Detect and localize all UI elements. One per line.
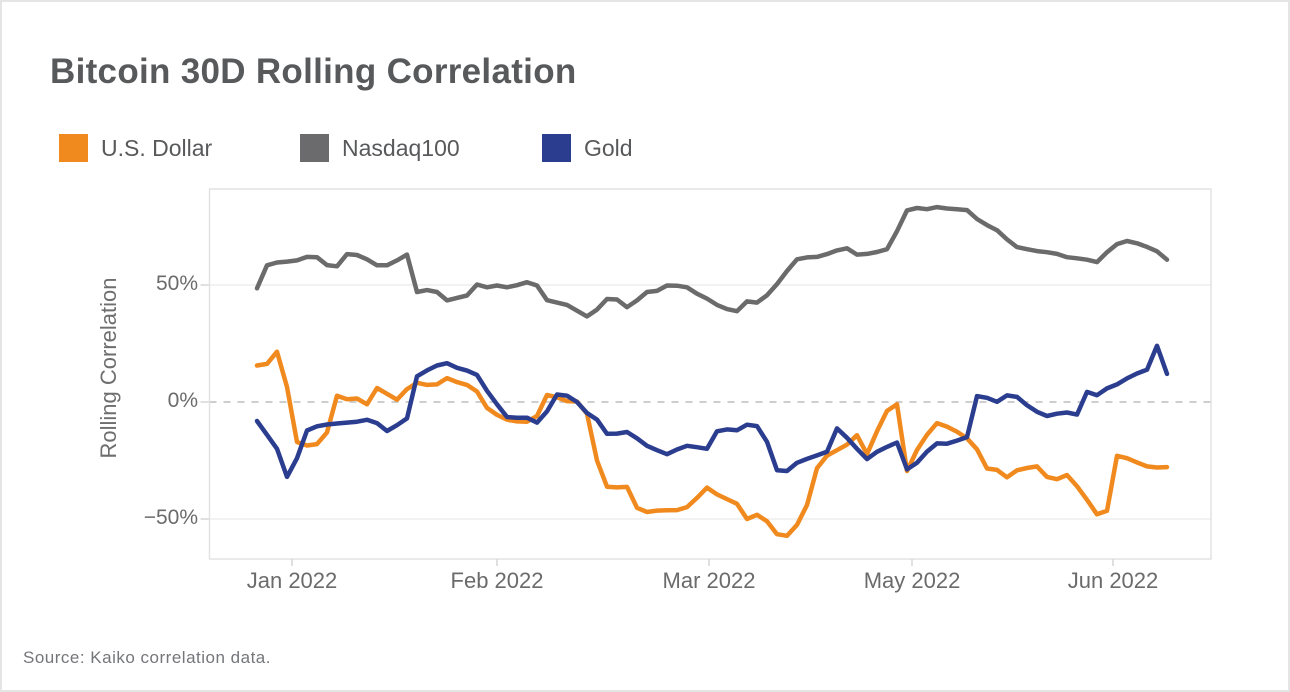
y-tick-label: 50% — [155, 272, 198, 295]
x-tick-label: May 2022 — [863, 568, 961, 593]
series-line-gold — [254, 343, 1170, 480]
series-line-nasdaq100 — [254, 204, 1170, 319]
series-line-u-s-dollar — [254, 349, 1170, 539]
legend-label: U.S. Dollar — [101, 134, 213, 161]
x-tick-label: Jun 2022 — [1067, 568, 1159, 593]
chart-title: Bitcoin 30D Rolling Correlation — [50, 52, 577, 91]
x-tick-label: Jan 2022 — [246, 568, 338, 593]
legend-item-gold: Gold — [542, 133, 633, 163]
x-tick-label: Mar 2022 — [662, 568, 756, 593]
source-note: Source: Kaiko correlation data. — [23, 648, 271, 667]
gold-swatch-icon — [542, 134, 571, 162]
x-tick-label: Feb 2022 — [450, 568, 544, 593]
legend: U.S. Dollar Nasdaq100 Gold — [2, 133, 1288, 165]
y-tick-label: −50% — [143, 506, 198, 529]
plot-area-border — [208, 188, 1212, 560]
nasdaq100-swatch-icon — [300, 134, 329, 162]
legend-item-nasdaq100: Nasdaq100 — [300, 133, 460, 163]
us-dollar-swatch-icon — [59, 134, 88, 162]
legend-item-us-dollar: U.S. Dollar — [59, 133, 212, 163]
legend-label: Nasdaq100 — [342, 134, 460, 161]
legend-label: Gold — [584, 134, 633, 161]
y-tick-label: 0% — [167, 389, 198, 412]
